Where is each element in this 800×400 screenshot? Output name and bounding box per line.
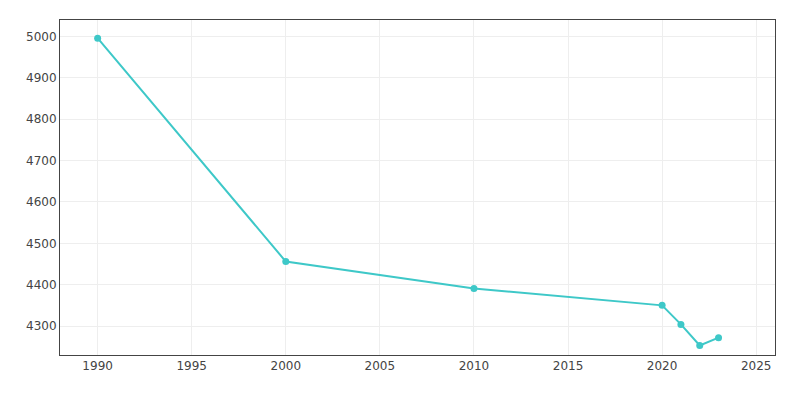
svg-text:4500: 4500 <box>26 237 57 251</box>
svg-text:4400: 4400 <box>26 278 57 292</box>
svg-text:1990: 1990 <box>82 359 113 373</box>
svg-text:2015: 2015 <box>553 359 584 373</box>
svg-text:1995: 1995 <box>176 359 207 373</box>
svg-text:4700: 4700 <box>26 154 57 168</box>
svg-text:4300: 4300 <box>26 319 57 333</box>
svg-text:2025: 2025 <box>741 359 772 373</box>
svg-text:4900: 4900 <box>26 71 57 85</box>
svg-text:4600: 4600 <box>26 195 57 209</box>
svg-text:2000: 2000 <box>271 359 302 373</box>
svg-text:2005: 2005 <box>365 359 396 373</box>
svg-text:4800: 4800 <box>26 112 57 126</box>
svg-text:2010: 2010 <box>459 359 490 373</box>
svg-text:5000: 5000 <box>26 30 57 44</box>
svg-text:2020: 2020 <box>647 359 678 373</box>
